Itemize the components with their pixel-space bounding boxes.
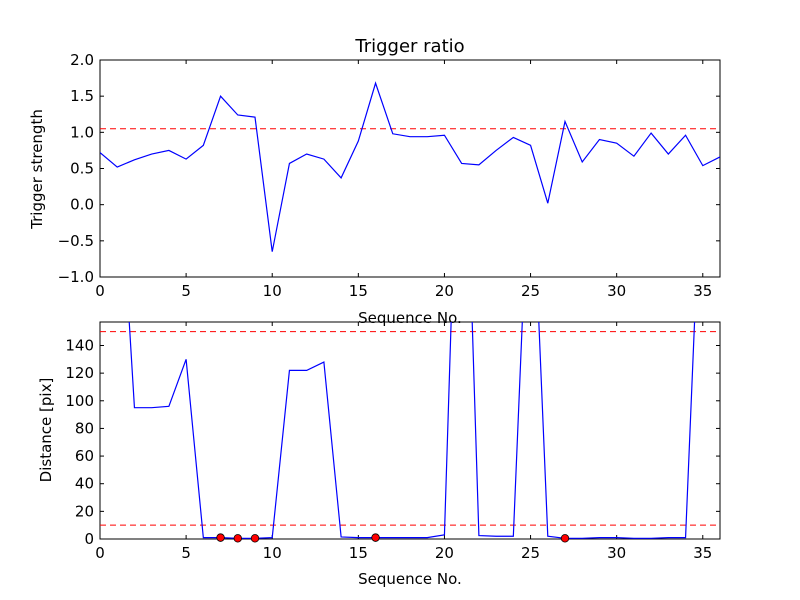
top-chart-x-tick-label: 0 bbox=[95, 282, 105, 300]
top-chart-x-tick-label: 10 bbox=[263, 282, 282, 300]
bottom-chart-y-axis-label: Distance [pix] bbox=[37, 378, 55, 483]
bottom-chart-y-tick-label: 100 bbox=[65, 392, 94, 410]
bottom-chart-x-tick-label: 35 bbox=[693, 544, 712, 562]
bottom-chart-x-axis-label: Sequence No. bbox=[358, 570, 462, 588]
bottom-chart-y-tick-label: 140 bbox=[65, 336, 94, 354]
bottom-chart-marker-point bbox=[250, 534, 260, 543]
bottom-chart-marker-point bbox=[233, 534, 242, 543]
top-chart-y-tick-label: 0.0 bbox=[70, 196, 94, 214]
top-chart-y-tick-label: 2.0 bbox=[70, 51, 94, 69]
bottom-chart-x-tick-label: 25 bbox=[521, 544, 540, 562]
bottom-chart-marker-point bbox=[560, 534, 570, 543]
bottom-chart-series-line bbox=[128, 322, 696, 539]
bottom-chart-y-tick-label: 120 bbox=[65, 364, 94, 382]
top-chart-y-tick-label: 1.5 bbox=[70, 87, 94, 105]
top-chart-x-tick-label: 20 bbox=[435, 282, 454, 300]
bottom-chart-y-tick-label: 0 bbox=[84, 530, 94, 548]
top-chart-x-tick-label: 5 bbox=[181, 282, 191, 300]
bottom-chart-y-tick-label: 60 bbox=[75, 447, 94, 465]
bottom-chart-x-tick-label: 30 bbox=[607, 544, 626, 562]
top-chart-x-tick-label: 30 bbox=[607, 282, 626, 300]
top-chart-y-tick-label: 0.5 bbox=[70, 160, 94, 178]
top-chart-x-tick-label: 25 bbox=[521, 282, 540, 300]
bottom-chart-plot-area: 0 5 10 15 20 25 30 35 0 20 40 60 80 100 120 140 bbox=[65, 321, 721, 562]
top-chart-y-tick-label: 1.0 bbox=[70, 123, 94, 141]
bottom-chart-marker-point bbox=[216, 533, 225, 542]
bottom-chart-x-tick-label: 20 bbox=[435, 544, 454, 562]
top-chart-x-tick-label: 35 bbox=[693, 282, 712, 300]
bottom-chart-x-tick-label: 0 bbox=[95, 544, 105, 562]
bottom-chart-y-tick-label: 40 bbox=[75, 475, 94, 493]
top-chart-title: Trigger ratio bbox=[354, 36, 464, 57]
bottom-chart-x-tick-label: 5 bbox=[181, 544, 191, 562]
top-chart-y-tick-label: −1.0 bbox=[58, 268, 94, 286]
bottom-chart-x-tick-label: 10 bbox=[263, 544, 282, 562]
top-chart-plot-area: 0 5 10 15 20 25 30 35 −1.0 −0.5 0.0 0.5 1.0 1.5 2.0 bbox=[58, 51, 721, 300]
bottom-chart-y-tick-label: 20 bbox=[75, 502, 94, 520]
top-chart-x-axis-label: Sequence No. bbox=[358, 309, 462, 327]
bottom-chart-y-tick-label: 80 bbox=[75, 419, 94, 437]
bottom-chart-frame bbox=[99, 321, 721, 540]
bottom-chart-marker-point bbox=[371, 533, 380, 542]
top-chart-y-axis-label: Trigger strength bbox=[28, 109, 46, 230]
top-chart-series-line bbox=[100, 81, 720, 252]
top-chart-x-tick-label: 15 bbox=[349, 282, 368, 300]
bottom-chart-x-tick-label: 15 bbox=[349, 544, 368, 562]
top-chart-y-tick-label: −0.5 bbox=[58, 232, 94, 250]
